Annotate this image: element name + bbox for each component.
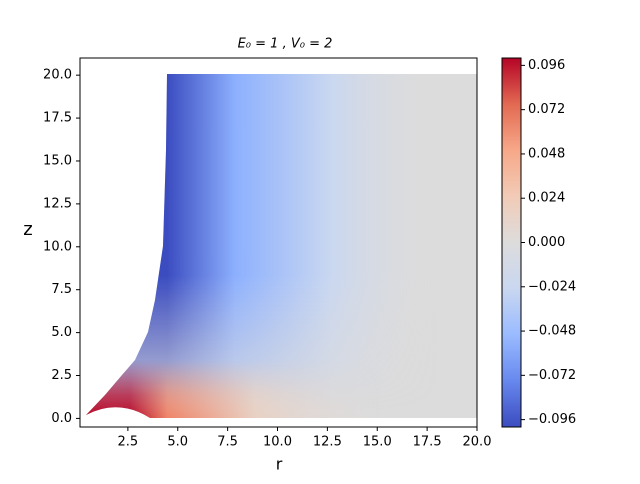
y-tick-label: 17.5 [43, 111, 72, 126]
colorbar-tick-label: −0.096 [528, 412, 576, 427]
colorbar-tick-label: 0.072 [528, 102, 565, 117]
x-tick-label: 10.0 [263, 435, 292, 450]
colorbar-tick-label: −0.024 [528, 279, 576, 294]
y-tick-label: 15.0 [43, 153, 72, 168]
colorbar-tick-label: 0.048 [528, 146, 565, 161]
x-tick-label: 12.5 [313, 435, 342, 450]
colorbar-tick-label: −0.072 [528, 368, 576, 383]
colorbar-tick-label: −0.048 [528, 324, 576, 339]
y-tick-label: 12.5 [43, 196, 72, 211]
colorbar [501, 57, 522, 428]
y-tick-label: 0.0 [51, 411, 72, 426]
y-axis-label: z [23, 219, 32, 240]
y-tick-label: 5.0 [51, 325, 72, 340]
plot-frame [79, 57, 478, 428]
y-tick-label: 20.0 [43, 68, 72, 83]
contour-field [86, 74, 477, 418]
colorbar-tick-label: 0.024 [528, 191, 565, 206]
x-axis-label: r [276, 455, 283, 474]
x-tick-label: 17.5 [413, 435, 442, 450]
x-tick-label: 15.0 [363, 435, 392, 450]
y-tick-label: 2.5 [51, 368, 72, 383]
colorbar-tick-label: 0.000 [528, 235, 565, 250]
x-tick-label: 7.5 [217, 435, 238, 450]
y-tick-label: 7.5 [51, 282, 72, 297]
colorbar-tick-label: 0.096 [528, 58, 565, 73]
x-tick-label: 20.0 [463, 435, 492, 450]
x-tick-label: 2.5 [118, 435, 139, 450]
x-tick-label: 5.0 [167, 435, 188, 450]
y-tick-label: 10.0 [43, 239, 72, 254]
chart-title: E₀ = 1 , V₀ = 2 [238, 37, 333, 52]
